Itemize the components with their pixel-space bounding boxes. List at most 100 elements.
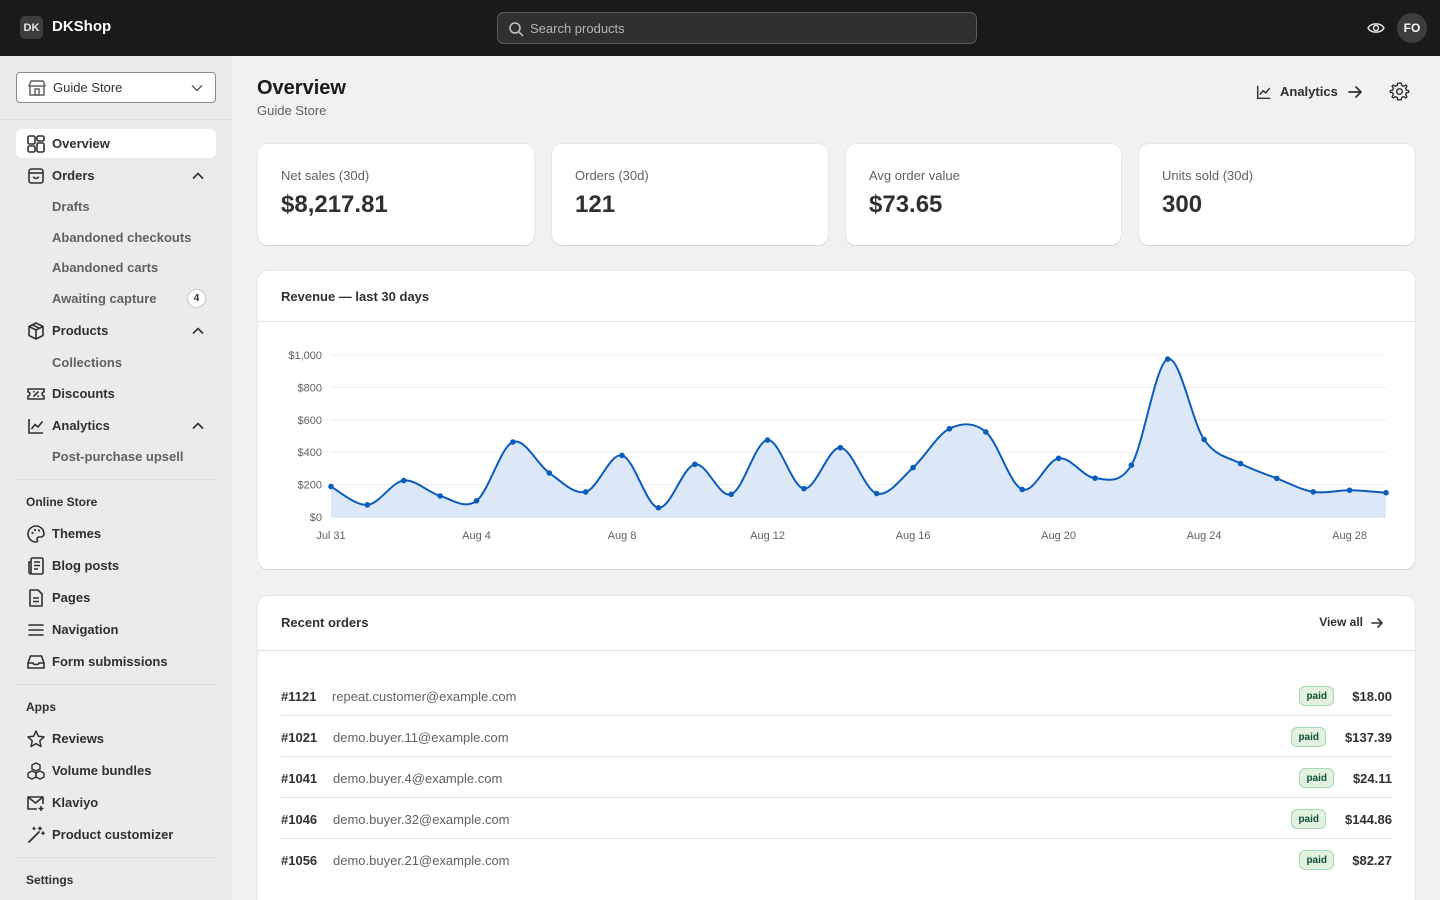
sidebar-item-post-purchase-upsell[interactable]: Post-purchase upsell (16, 443, 216, 470)
order-number[interactable]: #1021 (281, 730, 318, 745)
search-input[interactable] (530, 13, 970, 43)
brand-logo[interactable]: DK (20, 16, 43, 39)
data-point (546, 470, 553, 476)
page-icon (29, 589, 43, 607)
data-point (728, 491, 734, 498)
revenue-chart: $0 $200 $400 $600 $800 $1,000 Jul 31 Aug 4 Aug 8… (288, 350, 1389, 542)
sidebar-item-label: Discounts (52, 386, 115, 401)
sidebar-item-collections[interactable]: Collections (16, 349, 216, 376)
revenue-card-title: Revenue — last 30 days (281, 289, 430, 304)
sidebar-item-label: Abandoned checkouts (52, 230, 192, 245)
sidebar-item-products[interactable]: Products (16, 316, 216, 345)
x-tick-label: Aug 20 (1041, 530, 1076, 542)
overview-icon (27, 135, 45, 153)
section-heading-settings[interactable]: Settings (26, 873, 74, 887)
sidebar-item-label: Reviews (52, 731, 105, 746)
order-number[interactable]: #1041 (281, 771, 318, 786)
data-point (983, 429, 989, 435)
y-tick-label: $600 (298, 415, 322, 427)
status-badge: paid (1299, 768, 1334, 788)
sidebar-item-reviews[interactable]: Reviews (16, 724, 216, 753)
sidebar-item-label: Klaviyo (52, 795, 99, 810)
avatar[interactable]: FO (1397, 13, 1427, 43)
search-box[interactable] (497, 12, 977, 44)
order-amount: $144.86 (1345, 812, 1392, 827)
sidebar-item-drafts[interactable]: Drafts (16, 193, 216, 220)
sidebar-item-orders[interactable]: Orders (16, 161, 216, 190)
sidebar-item-themes[interactable]: Themes (16, 519, 216, 548)
sidebar-item-overview[interactable]: Overview (16, 129, 216, 158)
chevron-up-icon[interactable] (192, 170, 204, 182)
wand-icon (28, 826, 45, 843)
sidebar-item-navigation[interactable]: Navigation (16, 615, 216, 644)
data-point (1310, 489, 1317, 495)
y-tick-label: $800 (298, 382, 322, 394)
store-selector-label: Guide Store (53, 80, 123, 95)
sidebar-item-label: Abandoned carts (52, 260, 159, 275)
divider (0, 119, 232, 120)
sidebar-item-label: Awaiting capture (52, 291, 157, 306)
divider (16, 684, 216, 685)
y-tick-label: $0 (310, 512, 322, 524)
data-point (801, 485, 807, 492)
sidebar-item-label: Form submissions (52, 654, 168, 669)
divider (16, 857, 216, 858)
stat-card-net-sales: Net sales (30d) $8,217.81 (258, 144, 534, 245)
data-point (1201, 436, 1207, 443)
sidebar-item-label: Collections (52, 355, 123, 370)
sidebar-item-label: Analytics (52, 418, 110, 433)
chevron-up-icon[interactable] (192, 420, 204, 432)
analytics-button[interactable]: Analytics (1252, 80, 1368, 104)
data-point (655, 504, 662, 511)
data-point (910, 464, 916, 471)
view-all-link[interactable]: View all (1319, 615, 1363, 629)
count-badge: 4 (187, 289, 206, 308)
x-tick-label: Aug 8 (608, 530, 637, 542)
sidebar-item-product-customizer[interactable]: Product customizer (16, 820, 216, 849)
sidebar-item-discounts[interactable]: Discounts (16, 379, 216, 408)
order-row[interactable]: #1121 repeat.customer@example.com paid $… (281, 675, 1392, 716)
chevron-up-icon[interactable] (192, 325, 204, 337)
data-point (1128, 462, 1135, 468)
order-number[interactable]: #1121 (281, 689, 317, 704)
divider (16, 479, 216, 480)
sidebar-item-label: Overview (52, 136, 110, 151)
order-row[interactable]: #1046 demo.buyer.32@example.com paid $14… (281, 798, 1392, 839)
store-selector[interactable]: Guide Store (16, 72, 216, 103)
chevron-down-icon (191, 84, 203, 92)
order-row[interactable]: #1021 demo.buyer.11@example.com paid $13… (281, 716, 1392, 757)
sidebar-item-label: Products (52, 323, 109, 338)
order-row[interactable]: #1041 demo.buyer.4@example.com paid $24.… (281, 757, 1392, 798)
sidebar-item-label: Navigation (52, 622, 119, 637)
sidebar-item-abandoned-checkouts[interactable]: Abandoned checkouts (16, 224, 216, 251)
order-email: demo.buyer.11@example.com (333, 730, 509, 745)
sidebar-item-label: Blog posts (52, 558, 120, 573)
data-point (1237, 460, 1244, 467)
data-point (510, 439, 516, 445)
stat-value: $73.65 (869, 191, 943, 218)
order-number[interactable]: #1046 (281, 812, 318, 827)
section-heading-online-store: Online Store (26, 495, 98, 509)
data-point (582, 489, 589, 495)
stat-label: Units sold (30d) (1162, 168, 1254, 183)
sidebar-item-abandoned-carts[interactable]: Abandoned carts (16, 254, 216, 281)
brand-name[interactable]: DKShop (52, 18, 112, 35)
x-tick-label: Aug 24 (1187, 530, 1222, 542)
sidebar-item-pages[interactable]: Pages (16, 583, 216, 612)
x-tick-label: Jul 31 (316, 530, 345, 542)
data-point (1055, 455, 1062, 462)
order-row[interactable]: #1056 demo.buyer.21@example.com paid $82… (281, 839, 1392, 880)
sidebar-item-klaviyo[interactable]: Klaviyo (16, 788, 216, 817)
order-number[interactable]: #1056 (281, 853, 318, 868)
gear-icon[interactable] (1389, 81, 1410, 102)
arrow-right-icon[interactable] (1370, 616, 1384, 630)
sidebar-item-analytics[interactable]: Analytics (16, 411, 216, 440)
discount-icon (27, 388, 45, 400)
sidebar-item-volume-bundles[interactable]: Volume bundles (16, 756, 216, 785)
sidebar-item-form-submissions[interactable]: Form submissions (16, 647, 216, 676)
order-amount: $82.27 (1352, 853, 1392, 868)
eye-icon[interactable] (1366, 18, 1386, 38)
stat-value: $8,217.81 (281, 191, 388, 218)
sidebar-item-blog-posts[interactable]: Blog posts (16, 551, 216, 580)
sidebar-item-awaiting-capture[interactable]: Awaiting capture 4 (16, 285, 216, 312)
